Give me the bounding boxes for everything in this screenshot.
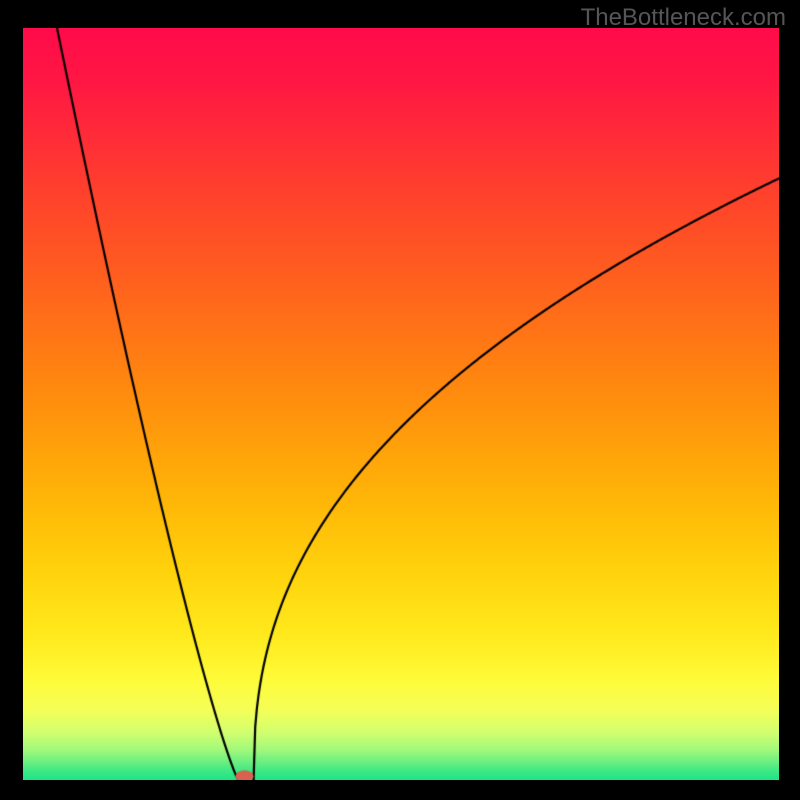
watermark-text: TheBottleneck.com [581,4,786,32]
bottleneck-curve [23,28,779,780]
plot-area [23,28,779,780]
chart-stage: TheBottleneck.com [0,0,800,800]
